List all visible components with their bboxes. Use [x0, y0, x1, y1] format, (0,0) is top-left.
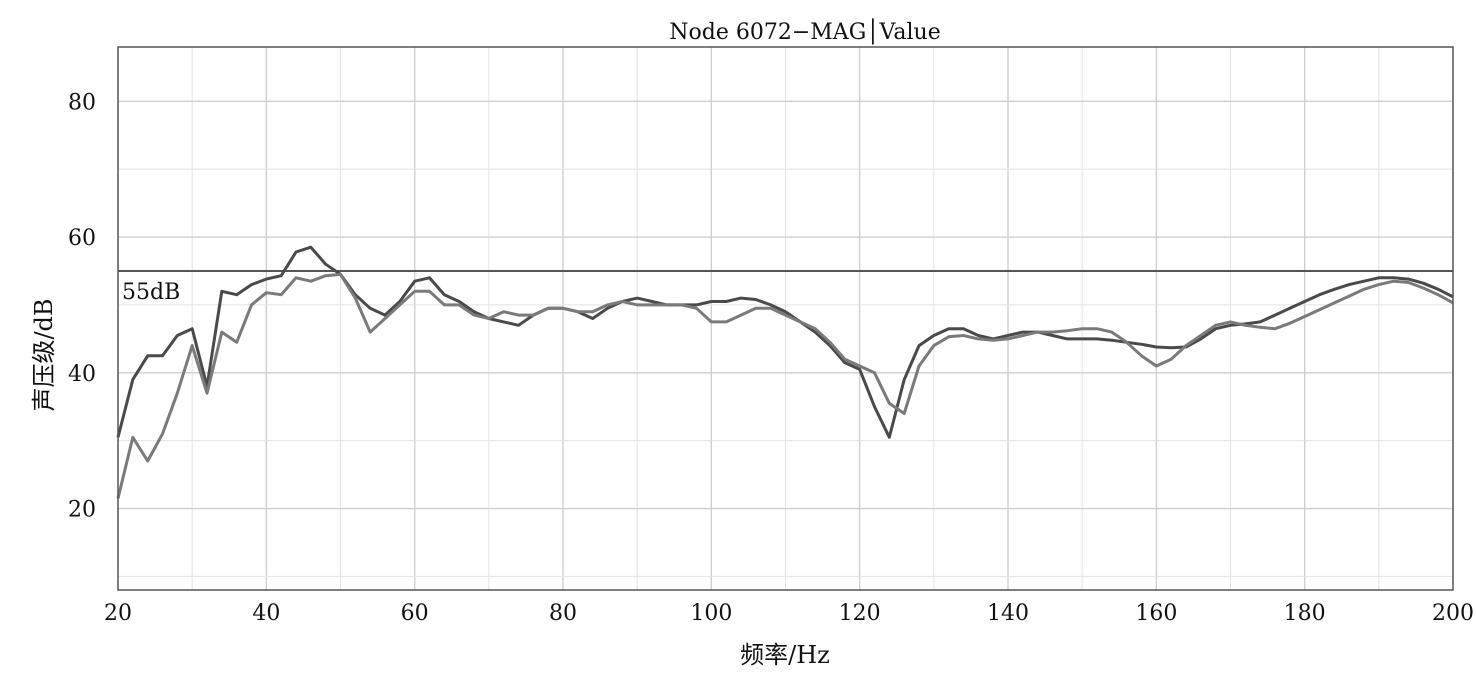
x-tick-label: 80 [549, 601, 577, 626]
y-tick-label: 20 [68, 498, 96, 523]
x-tick-label: 60 [401, 601, 429, 626]
x-tick-label: 200 [1432, 601, 1474, 626]
y-axis-title: 声压级/dB [30, 298, 58, 411]
x-tick-label: 180 [1284, 601, 1326, 626]
x-tick-label: 40 [252, 601, 280, 626]
x-tick-label: 120 [839, 601, 881, 626]
grid [118, 47, 1453, 590]
x-tick-label: 140 [987, 601, 1029, 626]
y-tick-label: 80 [68, 90, 96, 115]
y-tick-label: 40 [68, 362, 96, 387]
reference-line-group: 55dB [118, 269, 1453, 305]
x-tick-label: 20 [104, 601, 132, 626]
y-tick-label: 60 [68, 226, 96, 251]
series-line-2 [116, 272, 1454, 499]
reference-line-label: 55dB [122, 280, 180, 305]
x-tick-labels: 20 40 60 80 100 120 140 160 180 200 [104, 601, 1474, 626]
plot-frame [117, 46, 1454, 591]
x-tick-label: 100 [690, 601, 732, 626]
chart-title: Node 6072−MAG│Value [669, 18, 940, 45]
y-tick-labels: 20 40 60 80 [68, 90, 96, 522]
x-axis-title: 频率/Hz [740, 641, 830, 669]
series-group [116, 245, 1454, 499]
x-tick-label: 160 [1135, 601, 1177, 626]
